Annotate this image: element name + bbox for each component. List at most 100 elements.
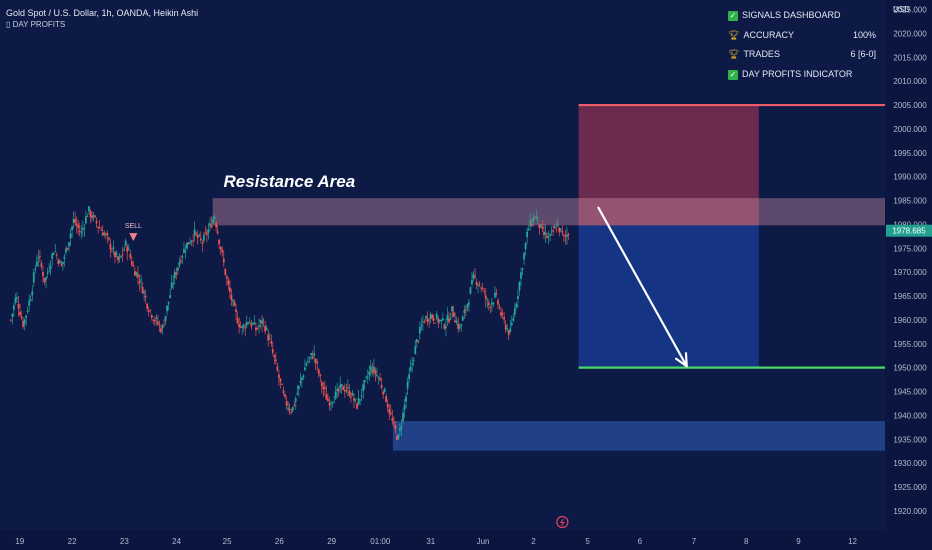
time-tick-label: Jun	[477, 537, 490, 546]
candle-body	[209, 223, 211, 226]
candle-body	[558, 227, 561, 233]
candle-body	[54, 251, 57, 252]
candle-body	[388, 409, 391, 414]
candle-body	[184, 251, 187, 253]
candle-body	[213, 216, 216, 219]
candle-body	[435, 314, 438, 319]
candle-body	[118, 257, 121, 259]
candle-body	[490, 302, 493, 305]
candle-body	[559, 228, 562, 230]
candle-body	[216, 231, 219, 234]
time-tick-label: 24	[172, 537, 181, 546]
current-price-label: 1978.685	[892, 227, 926, 236]
candle-body	[233, 301, 236, 306]
candle-body	[406, 381, 409, 389]
candle-body	[207, 229, 210, 234]
candle-body	[28, 300, 31, 306]
candle-body	[509, 328, 512, 332]
sell-signal-marker[interactable]	[129, 233, 138, 242]
candle-body	[441, 318, 444, 321]
candle-body	[138, 281, 141, 284]
candle-body	[408, 374, 411, 380]
candle-body	[299, 380, 302, 383]
candle-body	[58, 260, 61, 264]
candle-body	[77, 225, 80, 228]
lightning-icon[interactable]	[556, 515, 569, 529]
candle-body	[510, 323, 513, 325]
candle-body	[328, 403, 331, 406]
candle-body	[152, 319, 155, 321]
candle-body	[129, 254, 132, 258]
candle-body	[451, 306, 453, 312]
candle-body	[515, 304, 518, 308]
candle-body	[458, 326, 461, 329]
candle-body	[225, 276, 228, 279]
candle-body	[316, 362, 319, 364]
candle-body	[169, 295, 172, 298]
candle-body	[71, 226, 73, 231]
trophy-icon: 🏆︎	[728, 49, 740, 59]
candle-body	[276, 366, 279, 371]
candle-body	[115, 252, 118, 255]
sell-signal-label: SELL	[125, 223, 142, 230]
candle-body	[267, 334, 270, 341]
candle-body	[288, 408, 291, 411]
candle-body	[196, 235, 199, 238]
candle-body	[474, 275, 476, 277]
candle-body	[224, 268, 227, 275]
candle-body	[166, 305, 168, 312]
candle-body	[507, 330, 510, 336]
candle-body	[140, 279, 142, 281]
candle-body	[553, 226, 556, 229]
candle-body	[423, 321, 426, 323]
candle-body	[219, 246, 222, 250]
candle-body	[425, 316, 427, 319]
candle-body	[304, 367, 306, 371]
candle-body	[307, 360, 309, 362]
candle-body	[88, 206, 90, 212]
candle-body	[265, 327, 268, 330]
take-profit-zone	[578, 225, 759, 368]
candle-body	[399, 427, 401, 431]
price-tick-label: 2010.000	[893, 77, 927, 86]
time-tick-label: 7	[692, 537, 697, 546]
candle-body	[204, 232, 207, 234]
candle-body	[311, 356, 314, 359]
candle-body	[262, 319, 265, 321]
candle-body	[486, 299, 489, 301]
candle-body	[92, 214, 95, 218]
candle-body	[134, 271, 136, 276]
candle-body	[238, 324, 240, 328]
candle-body	[532, 217, 535, 223]
candle-body	[31, 291, 34, 296]
candle-body	[373, 366, 375, 371]
candle-body	[106, 233, 109, 236]
candle-body	[121, 253, 124, 255]
stop-loss-zone	[578, 105, 759, 226]
candle-body	[348, 390, 351, 396]
candle-body	[51, 253, 54, 259]
price-tick-label: 2000.000	[893, 125, 927, 134]
dashboard-row: ✓ SIGNALS DASHBOARD	[728, 8, 876, 28]
candle-body	[222, 258, 225, 263]
candle-body	[127, 248, 130, 251]
candle-body	[98, 227, 101, 229]
candle-body	[495, 292, 498, 294]
candle-body	[39, 256, 41, 257]
candle-body	[190, 240, 193, 242]
price-tick-label: 2025.000	[893, 6, 927, 15]
candle-body	[403, 404, 406, 410]
candle-body	[484, 295, 487, 299]
time-tick-label: 2	[531, 537, 536, 546]
candle-body	[376, 375, 378, 376]
price-tick-label: 1935.000	[893, 435, 927, 444]
candle-body	[530, 223, 533, 226]
candle-body	[342, 386, 345, 390]
candle-body	[391, 418, 394, 421]
candle-body	[368, 371, 371, 375]
candle-body	[123, 249, 126, 251]
candle-body	[567, 234, 570, 236]
candle-body	[468, 302, 470, 305]
candle-body	[206, 233, 208, 236]
